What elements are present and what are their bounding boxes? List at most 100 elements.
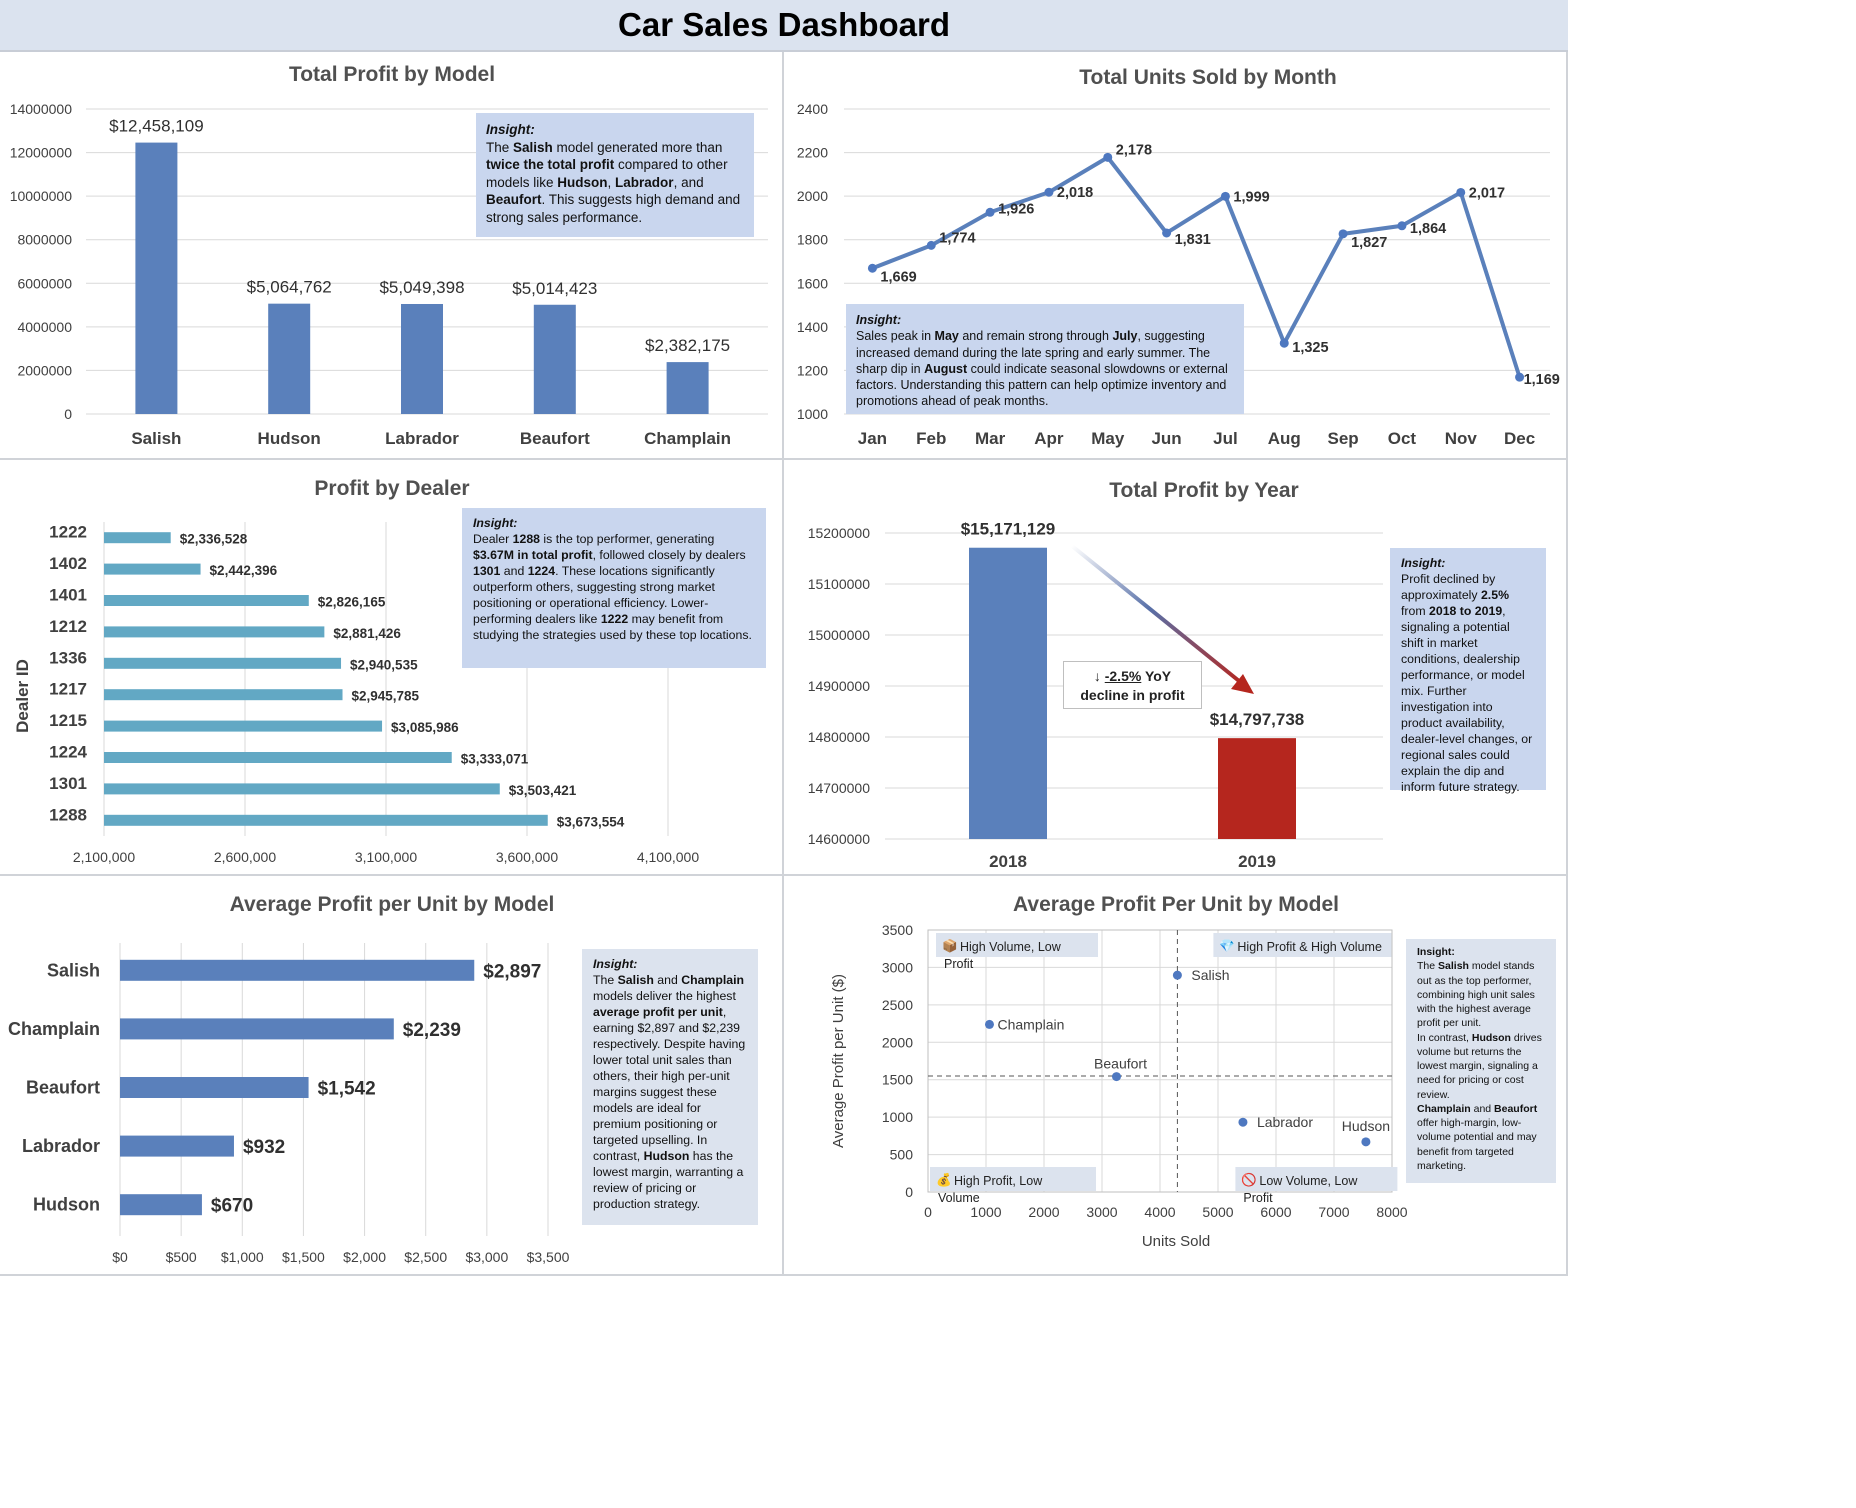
quadrant-label: High Profit & High Volume — [1237, 940, 1382, 954]
x-tick-label: 3,600,000 — [496, 849, 558, 865]
insight-body: Sales peak in May and remain strong thro… — [856, 329, 1228, 409]
x-tick-label: 2,100,000 — [73, 849, 135, 865]
y-tick-label: 3500 — [882, 922, 913, 938]
bar — [104, 689, 343, 701]
x-tick-label: $2,000 — [343, 1249, 386, 1265]
insight-profit-by-dealer: Insight: Dealer 1288 is the top performe… — [462, 508, 766, 668]
data-label: $3,333,071 — [461, 752, 529, 767]
x-tick-label: $3,500 — [527, 1249, 570, 1265]
quadrant-label-line2: Profit — [944, 957, 974, 971]
y-tick-label: 1336 — [49, 648, 87, 667]
y-tick-label: 1288 — [49, 805, 87, 824]
insight-body: The Salish and Champlain models deliver … — [593, 972, 746, 1211]
quadrant-label-line2: Profit — [1243, 1191, 1273, 1205]
y-tick-label: 1600 — [797, 275, 828, 291]
data-label: $5,014,423 — [512, 279, 597, 298]
data-label: $670 — [211, 1196, 253, 1217]
data-label: $2,897 — [483, 961, 541, 982]
y-tick-label: 0 — [905, 1184, 913, 1200]
data-point — [1103, 152, 1113, 162]
x-tick-label: Apr — [1034, 429, 1064, 448]
point-label: Salish — [1191, 967, 1229, 983]
data-label: $932 — [243, 1137, 285, 1158]
bar — [104, 752, 452, 763]
y-tick-label: 1301 — [49, 774, 87, 793]
chart-title: Profit by Dealer — [314, 477, 469, 500]
data-point — [985, 207, 995, 217]
x-tick-label: Jul — [1213, 429, 1238, 448]
x-tick-label: Hudson — [258, 429, 321, 448]
insight-heading: Insight: — [856, 313, 902, 327]
insight-units-by-month: Insight: Sales peak in May and remain st… — [846, 304, 1244, 414]
point-label: Beaufort — [1094, 1056, 1147, 1072]
x-tick-label: 7000 — [1318, 1204, 1349, 1220]
y-tick-label: Salish — [47, 960, 100, 980]
point-label: Hudson — [1342, 1118, 1390, 1134]
data-point — [1279, 338, 1289, 348]
data-label: $5,049,398 — [379, 278, 464, 297]
bar — [104, 657, 342, 669]
quadrant-label-box — [936, 933, 1098, 957]
x-tick-label: 4000 — [1144, 1204, 1175, 1220]
bar — [120, 959, 475, 981]
point-label: Labrador — [1257, 1114, 1313, 1130]
data-point — [1456, 187, 1466, 197]
x-tick-label: $3,000 — [465, 1249, 508, 1265]
y-tick-label: 1215 — [49, 711, 87, 730]
y-tick-label: 15000000 — [808, 627, 871, 643]
x-tick-label: 6000 — [1260, 1204, 1291, 1220]
chart-title: Total Profit by Year — [1109, 479, 1298, 502]
data-label: $12,458,109 — [109, 117, 204, 136]
x-tick-label: $2,500 — [404, 1249, 447, 1265]
data-label: $2,382,175 — [645, 336, 730, 355]
x-tick-label: Sep — [1327, 429, 1358, 448]
x-tick-label: 3000 — [1086, 1204, 1117, 1220]
avg-profit-per-unit-chart: Average Profit per Unit by Model $0 $500 $1… — [8, 893, 570, 1265]
data-point — [1044, 187, 1054, 197]
data-label: 1,774 — [939, 230, 975, 246]
x-tick-label: 2,600,000 — [214, 849, 276, 865]
x-tick-label: 0 — [924, 1204, 932, 1220]
x-tick-label: 5000 — [1202, 1204, 1233, 1220]
y-tick-label: Champlain — [8, 1019, 100, 1039]
x-tick-label: May — [1091, 429, 1125, 448]
data-label: $2,945,785 — [352, 689, 420, 704]
y-tick-label: 1222 — [49, 523, 87, 542]
panel-units-by-month: Total Units Sold by Month 1000 1200 1400 160… — [784, 52, 1568, 460]
x-tick-label: 2019 — [1238, 852, 1276, 871]
data-label: $2,826,165 — [318, 595, 386, 610]
quadrant-icon: 💰 — [936, 1172, 952, 1188]
x-tick-label: $0 — [112, 1249, 128, 1265]
y-tick-label: Beaufort — [26, 1078, 100, 1098]
data-label: 1,999 — [1233, 189, 1269, 205]
y-tick-label: Labrador — [22, 1136, 100, 1156]
bar — [104, 532, 171, 544]
y-tick-label: 14700000 — [808, 780, 871, 796]
y-tick-label: 1401 — [49, 586, 87, 605]
insight-heading: Insight: — [486, 122, 535, 137]
x-tick-label: 8000 — [1376, 1204, 1407, 1220]
bar — [104, 783, 500, 795]
y-tick-label: 6000000 — [17, 275, 72, 291]
data-label: $2,881,426 — [333, 626, 401, 641]
y-tick-label: 12000000 — [10, 145, 73, 161]
data-label: 1,926 — [998, 201, 1034, 217]
data-point — [984, 1019, 994, 1029]
y-tick-label: 2400 — [797, 101, 828, 117]
y-tick-label: 1200 — [797, 362, 828, 378]
x-tick-label: $1,000 — [221, 1249, 264, 1265]
bar — [120, 1018, 394, 1040]
data-point — [1238, 1117, 1248, 1127]
panel-avg-profit-per-unit: Average Profit per Unit by Model $0 $500 $1… — [0, 876, 784, 1276]
yoy-line1: ↓ -2.5% YoY — [1064, 667, 1201, 686]
data-label: $3,673,554 — [557, 814, 625, 829]
insight-body: Dealer 1288 is the top performer, genera… — [473, 531, 752, 642]
bar — [1218, 738, 1296, 839]
quadrant-label: High Volume, Low — [960, 940, 1062, 954]
insight-avg-profit-per-unit: Insight: The Salish and Champlain models… — [582, 949, 758, 1225]
insight-body: The Salish model stands out as the top p… — [1417, 960, 1542, 1172]
insight-avg-profit-scatter: Insight: The Salish model stands out as … — [1406, 939, 1556, 1183]
data-label: 2,178 — [1116, 142, 1152, 158]
x-tick-label: Mar — [975, 429, 1006, 448]
quadrant-label-box — [930, 1167, 1096, 1191]
